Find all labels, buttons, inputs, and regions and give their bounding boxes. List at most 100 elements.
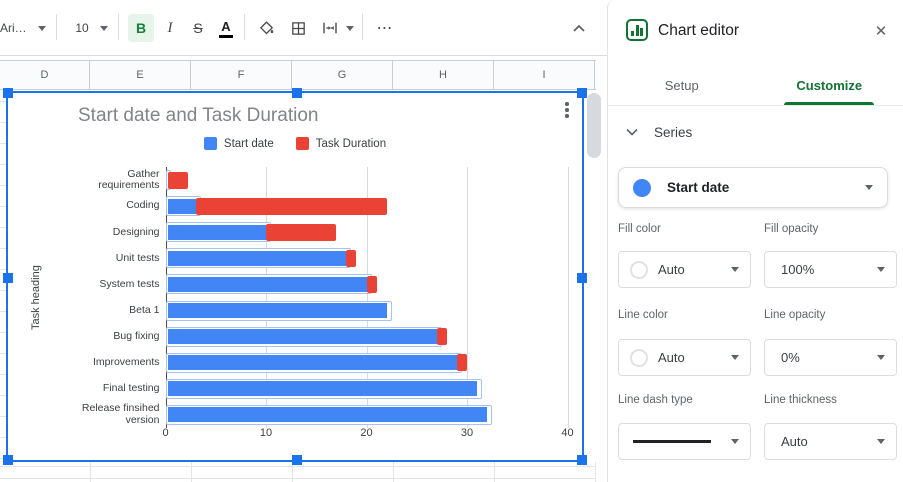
merge-cells-icon	[323, 22, 337, 34]
color-swatch-auto	[630, 260, 648, 279]
series-selector-dropdown[interactable]: Start date	[618, 167, 888, 208]
resize-handle-bottom-left[interactable]	[3, 455, 13, 465]
category-label: Designing	[112, 225, 160, 238]
line-color-value: Auto	[658, 350, 685, 365]
caret-down-icon	[731, 267, 739, 272]
row-gridline	[0, 269, 7, 270]
row-gridline	[0, 353, 7, 354]
category-label: System tests	[99, 277, 160, 290]
legend-item: Start date	[203, 137, 274, 150]
chart-title: Start date and Task Duration	[78, 105, 319, 126]
column-header-D[interactable]: D	[0, 61, 90, 89]
row-gridline	[0, 478, 596, 479]
resize-handle-top-center[interactable]	[292, 88, 302, 98]
category-label: Gather requirements	[98, 167, 160, 192]
panel-tabs: Setup Customize	[608, 66, 903, 106]
row-gridline	[0, 122, 7, 123]
resize-handle-bottom-right[interactable]	[577, 455, 587, 465]
resize-handle-top-left[interactable]	[3, 88, 13, 98]
chart-menu-kebab-icon[interactable]	[559, 100, 575, 120]
more-options-button[interactable]: ⋯	[370, 14, 400, 42]
line-opacity-label: Line opacity	[764, 309, 826, 321]
chart-editor-icon	[626, 19, 648, 41]
close-panel-button[interactable]: ✕	[871, 21, 891, 41]
column-header-G[interactable]: G	[292, 61, 393, 89]
category-label: Release finsihed version	[81, 402, 160, 426]
bold-button[interactable]: B	[128, 14, 154, 42]
column-gridline	[292, 462, 293, 482]
x-gridline-30	[467, 167, 468, 428]
fill-opacity-dropdown[interactable]: 100%	[764, 251, 897, 288]
bar-task-duration	[266, 223, 337, 241]
row-gridline	[0, 101, 7, 102]
column-header-F[interactable]: F	[191, 61, 292, 89]
strikethrough-button[interactable]: S	[186, 14, 210, 42]
series-section-header[interactable]: Series	[608, 118, 903, 146]
tab-label: Customize	[796, 78, 863, 93]
font-size-value: 10	[75, 21, 89, 35]
font-size-caret-icon[interactable]	[98, 14, 110, 42]
row-gridline	[0, 311, 7, 312]
row-gridline	[0, 185, 7, 186]
x-gridline-10	[266, 167, 267, 428]
bar-task-duration	[366, 275, 377, 293]
bar-start-date	[167, 407, 488, 423]
x-tick-label-40: 40	[561, 427, 574, 439]
italic-button[interactable]: I	[158, 14, 182, 42]
caret-down-icon	[731, 355, 739, 360]
toolbar-divider	[118, 14, 119, 40]
collapse-toolbar-button[interactable]	[566, 14, 592, 42]
color-swatch-auto	[630, 348, 648, 367]
fill-color-button[interactable]	[252, 14, 280, 42]
category-label: Improvements	[92, 356, 160, 368]
font-family-select[interactable]: Ari…	[0, 14, 34, 42]
bar-start-date	[167, 198, 196, 214]
legend-label: Start date	[223, 137, 274, 150]
row-gridline	[0, 206, 7, 207]
vertical-scrollbar-thumb[interactable]	[587, 93, 601, 158]
merge-cells-button[interactable]	[316, 14, 344, 42]
resize-handle-top-right[interactable]	[577, 88, 587, 98]
borders-button[interactable]	[284, 14, 312, 42]
resize-handle-bottom-center[interactable]	[292, 455, 302, 465]
category-label: Beta 1	[129, 303, 160, 316]
fill-color-dropdown[interactable]: Auto	[618, 251, 751, 288]
bar-task-duration	[436, 328, 447, 346]
chart-card[interactable]: Start date and Task Duration Start date T…	[3, 88, 587, 465]
x-gridline-20	[366, 167, 368, 428]
category-label: Coding	[126, 199, 160, 212]
line-opacity-value: 0%	[781, 350, 800, 365]
row-gridline	[0, 290, 7, 291]
column-header-E[interactable]: E	[90, 61, 191, 89]
x-gridline-40	[567, 167, 569, 428]
font-family-caret-icon[interactable]	[36, 14, 48, 42]
bar-start-date	[167, 355, 457, 371]
bar-start-date	[167, 303, 387, 319]
category-label: Final testing	[102, 382, 160, 395]
close-icon: ✕	[874, 23, 888, 40]
chart-canvas: Start date and Task Duration Start date T…	[8, 93, 582, 460]
line-color-dropdown[interactable]: Auto	[618, 339, 751, 376]
merge-cells-caret-icon[interactable]	[344, 14, 356, 42]
resize-handle-middle-left[interactable]	[3, 273, 13, 283]
x-tick-label-20: 20	[360, 427, 373, 439]
resize-handle-middle-right[interactable]	[577, 273, 587, 283]
legend-item: Task Duration	[295, 137, 386, 150]
caret-down-icon	[877, 355, 885, 360]
text-color-button[interactable]: A	[214, 14, 238, 42]
more-icon: ⋯	[376, 20, 394, 37]
row-gridline	[0, 143, 7, 144]
column-header-I[interactable]: I	[494, 61, 595, 89]
line-thickness-dropdown[interactable]: Auto	[764, 423, 897, 460]
tab-customize[interactable]: Customize	[756, 66, 903, 105]
font-size-select[interactable]: 10	[66, 14, 98, 42]
tab-setup[interactable]: Setup	[608, 66, 756, 105]
panel-title: Chart editor	[658, 22, 739, 39]
line-dash-type-dropdown[interactable]	[618, 423, 751, 460]
x-tick-label-30: 30	[460, 427, 474, 439]
bar-task-duration	[195, 197, 387, 215]
font-family-value: Ari…	[0, 21, 27, 35]
line-opacity-dropdown[interactable]: 0%	[764, 339, 897, 376]
category-label: Unit tests	[115, 251, 160, 264]
column-header-H[interactable]: H	[393, 61, 494, 89]
